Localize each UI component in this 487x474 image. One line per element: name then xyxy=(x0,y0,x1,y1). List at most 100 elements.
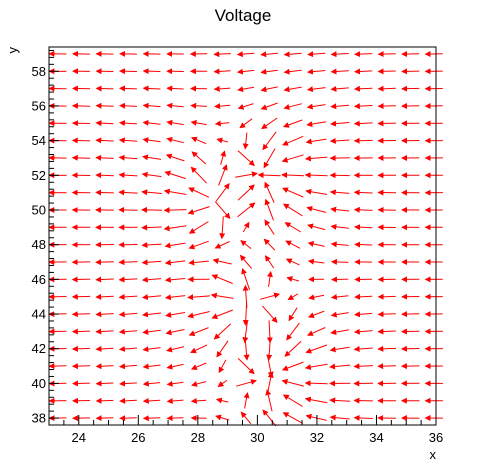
field-arrow xyxy=(188,221,209,234)
field-arrow xyxy=(142,415,161,422)
field-arrow xyxy=(281,361,304,371)
field-arrow xyxy=(188,327,209,337)
field-arrow xyxy=(260,51,279,58)
field-arrow xyxy=(71,137,91,144)
field-arrow xyxy=(240,411,252,425)
field-arrow xyxy=(166,102,184,109)
field-arrow xyxy=(261,117,278,130)
field-arrow xyxy=(95,328,114,335)
field-arrow xyxy=(71,311,91,318)
field-arrow xyxy=(329,346,350,353)
field-arrow xyxy=(283,51,302,58)
x-tick-label: 34 xyxy=(369,430,383,445)
field-arrow xyxy=(118,137,138,144)
field-arrow xyxy=(237,103,254,110)
field-arrow xyxy=(243,392,250,409)
field-arrow xyxy=(214,241,230,249)
field-arrow xyxy=(237,86,255,93)
field-arrow xyxy=(264,219,275,235)
field-arrow xyxy=(142,119,161,126)
field-arrow xyxy=(237,358,255,375)
field-arrow xyxy=(141,276,162,283)
field-arrow xyxy=(377,328,396,335)
y-tick-label: 58 xyxy=(32,64,46,79)
field-arrow xyxy=(118,276,138,283)
field-arrow xyxy=(353,414,373,421)
y-axis-title: y xyxy=(5,47,20,54)
field-arrow xyxy=(353,363,373,370)
field-arrow xyxy=(282,203,303,217)
field-arrow xyxy=(142,311,162,318)
field-arrow xyxy=(377,363,397,370)
field-arrow xyxy=(190,362,207,370)
field-arrow xyxy=(142,154,162,161)
field-arrow xyxy=(353,346,373,353)
field-arrow xyxy=(282,187,304,198)
field-arrow xyxy=(211,274,233,284)
field-arrow xyxy=(188,240,209,250)
field-arrow xyxy=(163,207,187,214)
field-arrow xyxy=(377,103,396,110)
field-arrow xyxy=(330,51,349,58)
field-arrow xyxy=(164,276,186,283)
field-arrow xyxy=(353,328,373,335)
field-arrow xyxy=(261,305,278,323)
field-arrow xyxy=(166,415,184,422)
field-arrow xyxy=(215,414,230,421)
field-arrow xyxy=(330,294,349,300)
field-arrow xyxy=(166,380,184,387)
field-arrow xyxy=(354,68,373,75)
field-arrow xyxy=(241,267,251,290)
field-arrow xyxy=(71,363,91,370)
field-arrow xyxy=(165,329,185,336)
field-arrow xyxy=(187,294,211,301)
field-arrow xyxy=(330,223,349,230)
field-arrow xyxy=(119,415,137,422)
field-arrow xyxy=(260,102,278,110)
field-arrow xyxy=(214,120,230,127)
field-arrow xyxy=(235,171,258,178)
field-arrow xyxy=(71,328,91,335)
x-tick-label: 36 xyxy=(429,430,443,445)
field-arrow xyxy=(142,85,161,92)
field-arrow xyxy=(330,85,349,92)
field-arrow xyxy=(237,184,255,201)
x-axis-title: x xyxy=(430,447,437,462)
field-arrow xyxy=(260,68,278,75)
field-arrow xyxy=(71,345,91,352)
field-arrow xyxy=(118,293,138,300)
field-arrow xyxy=(190,397,207,404)
field-arrow xyxy=(166,363,184,370)
field-arrow xyxy=(262,131,277,151)
field-arrow xyxy=(329,363,351,370)
field-arrow xyxy=(306,327,326,336)
field-arrow xyxy=(236,51,255,58)
field-arrow xyxy=(141,241,162,248)
field-arrow xyxy=(118,346,138,352)
field-arrow xyxy=(283,68,302,75)
field-arrow xyxy=(330,241,349,248)
field-arrow xyxy=(95,85,114,92)
field-arrow xyxy=(263,148,276,169)
field-arrow xyxy=(237,202,256,218)
field-arrow xyxy=(141,259,162,266)
field-arrow xyxy=(329,137,350,144)
field-arrow xyxy=(282,135,304,146)
field-arrow xyxy=(282,119,303,128)
field-arrow xyxy=(141,171,162,178)
field-arrow xyxy=(211,309,233,319)
y-tick-label: 42 xyxy=(32,341,46,356)
field-arrow xyxy=(164,259,186,266)
field-arrow xyxy=(267,355,274,378)
field-arrow xyxy=(330,103,350,110)
field-arrow xyxy=(307,241,325,247)
field-arrow xyxy=(119,102,138,109)
field-arrow xyxy=(142,380,161,387)
field-arrow xyxy=(330,311,349,318)
field-arrow xyxy=(304,155,328,162)
field-arrow xyxy=(284,340,302,357)
field-arrow xyxy=(142,363,161,370)
field-arrow xyxy=(354,293,373,300)
field-arrow xyxy=(165,311,186,318)
